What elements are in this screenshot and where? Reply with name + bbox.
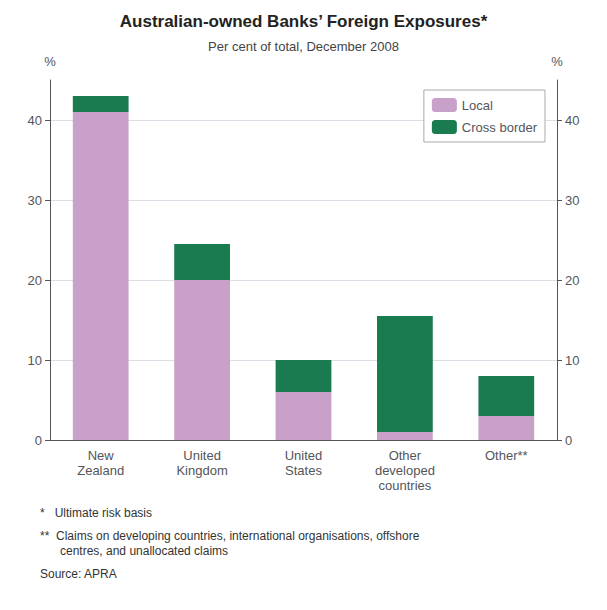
svg-text:countries: countries — [379, 478, 432, 493]
svg-text:20: 20 — [565, 273, 579, 288]
svg-text:30: 30 — [565, 193, 579, 208]
svg-text:developed: developed — [375, 463, 435, 478]
svg-text:Cross border: Cross border — [462, 120, 538, 135]
svg-text:10: 10 — [565, 353, 579, 368]
svg-text:Zealand: Zealand — [77, 463, 124, 478]
svg-text:New: New — [88, 448, 115, 463]
svg-text:40: 40 — [565, 113, 579, 128]
svg-text:Other**: Other** — [485, 448, 528, 463]
svg-text:%: % — [551, 54, 563, 69]
svg-text:United: United — [183, 448, 221, 463]
svg-text:centres, and unallocated claim: centres, and unallocated claims — [40, 544, 228, 558]
svg-text:Local: Local — [462, 98, 493, 113]
svg-text:0: 0 — [35, 433, 42, 448]
svg-text:States: States — [285, 463, 322, 478]
svg-text:30: 30 — [28, 193, 42, 208]
svg-text:40: 40 — [28, 113, 42, 128]
svg-text:20: 20 — [28, 273, 42, 288]
svg-text:Source: APRA: Source: APRA — [40, 567, 117, 581]
svg-text:Australian-owned Banks’ Foreig: Australian-owned Banks’ Foreign Exposure… — [120, 12, 488, 31]
svg-text:0: 0 — [565, 433, 572, 448]
svg-text:Other: Other — [389, 448, 422, 463]
svg-text:United: United — [285, 448, 323, 463]
svg-text:* Ultimate risk basis: * Ultimate risk basis — [40, 506, 152, 520]
svg-text:Kingdom: Kingdom — [176, 463, 227, 478]
svg-text:%: % — [44, 54, 56, 69]
svg-text:** Claims on developing count: ** Claims on developing countries, inter… — [40, 529, 420, 543]
svg-text:10: 10 — [28, 353, 42, 368]
svg-text:Per cent of total, December 20: Per cent of total, December 2008 — [208, 39, 399, 54]
